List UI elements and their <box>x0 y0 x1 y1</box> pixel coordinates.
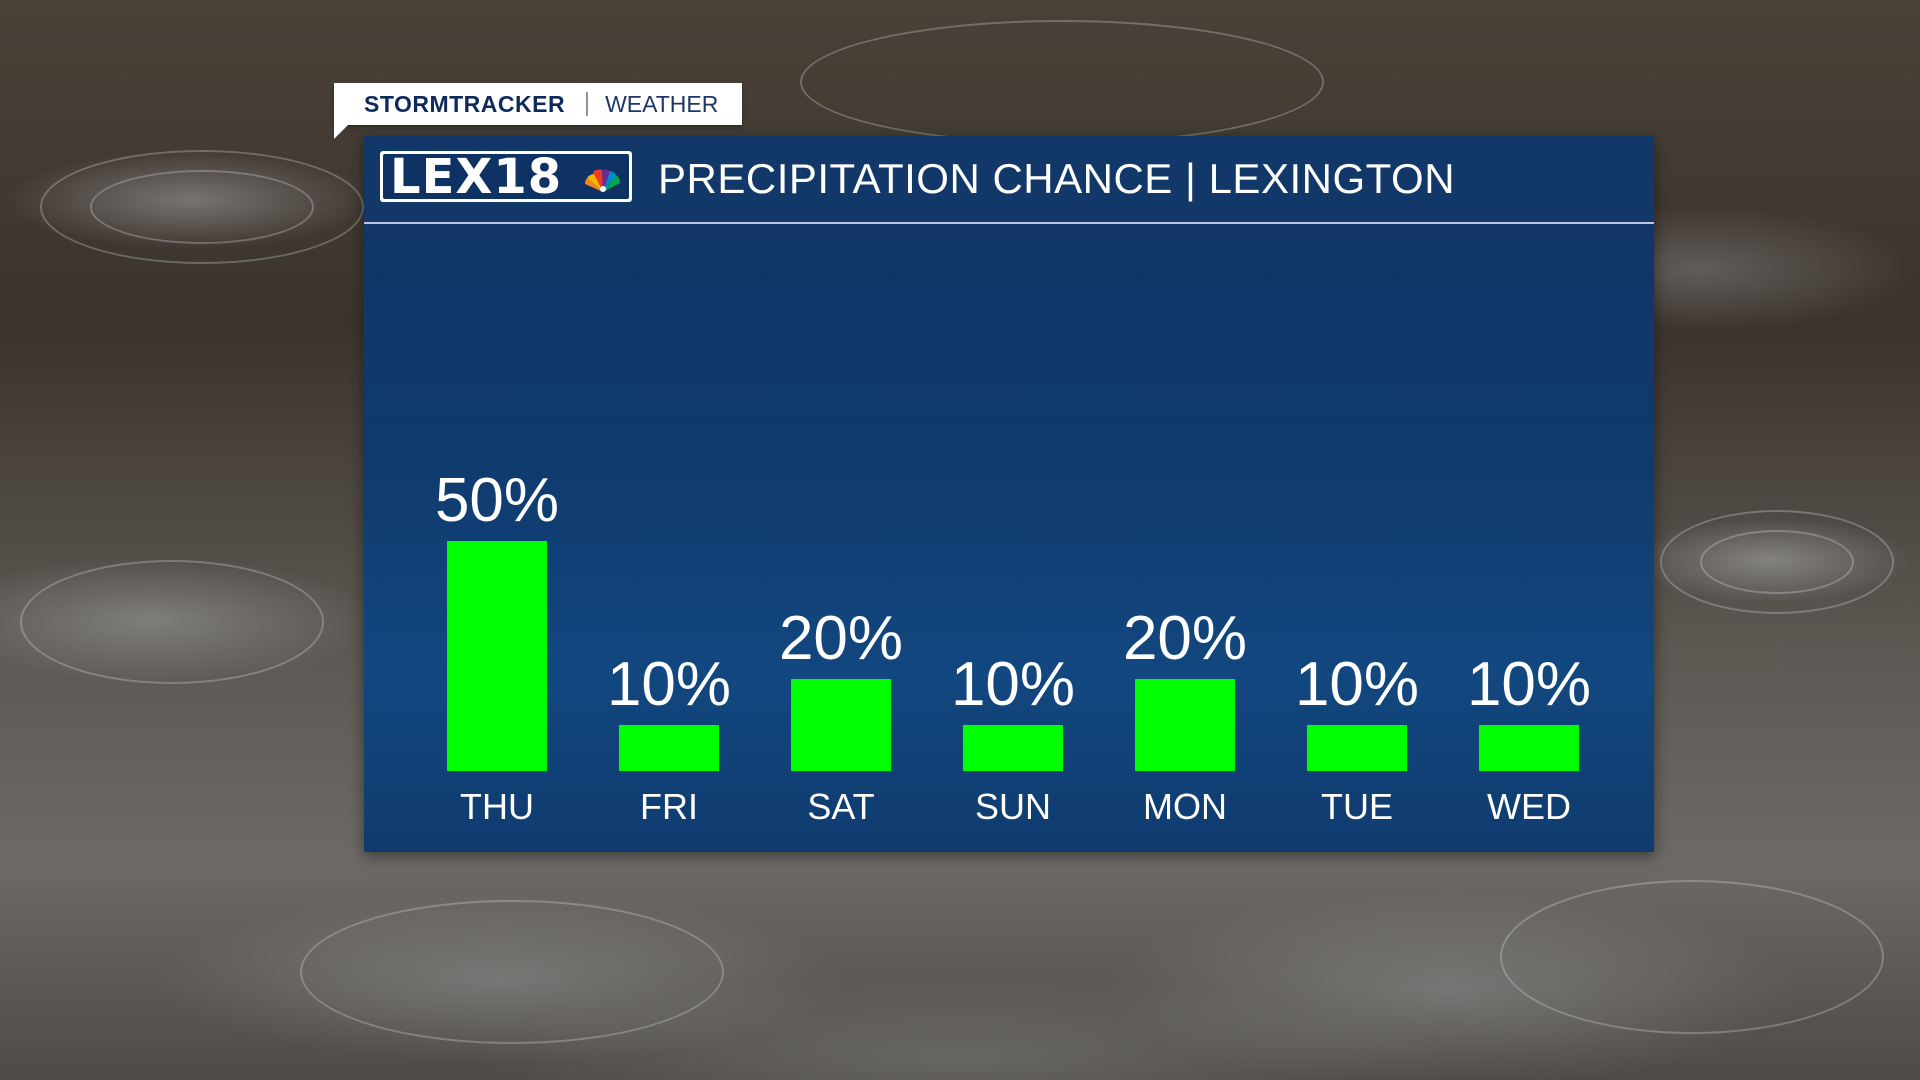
lex18-logo: LEX18 <box>380 151 632 202</box>
chart-title: PRECIPITATION CHANCE | LEXINGTON <box>658 155 1456 202</box>
bar-mon <box>1135 679 1235 771</box>
value-label-tue: 10% <box>1295 650 1419 719</box>
precipitation-chart: 50% THU 10% FRI 20% SAT 10% SUN 20% MON 10% TUE 10% W… <box>364 136 1654 852</box>
ripple-decoration <box>40 150 364 264</box>
day-label-sun: SUN <box>975 786 1051 827</box>
value-label-wed: 10% <box>1467 650 1591 719</box>
ripple-decoration <box>800 20 1324 144</box>
value-label-sun: 10% <box>951 650 1075 719</box>
day-label-sat: SAT <box>807 786 874 827</box>
bar-wed <box>1479 725 1579 771</box>
bar-fri <box>619 725 719 771</box>
bar-tue <box>1307 725 1407 771</box>
ripple-decoration <box>20 560 324 684</box>
weather-section-label: WEATHER <box>605 90 719 117</box>
day-label-tue: TUE <box>1321 786 1393 827</box>
ripple-decoration <box>1500 880 1884 1034</box>
tab-divider <box>586 92 589 116</box>
tab-notch <box>334 125 348 139</box>
bar-sun <box>963 725 1063 771</box>
stormtracker-tab: STORMTRACKER WEATHER <box>334 83 742 125</box>
day-label-mon: MON <box>1143 786 1227 827</box>
value-label-fri: 10% <box>607 650 731 719</box>
ripple-decoration <box>1660 510 1894 614</box>
stormtracker-brand: STORMTRACKER <box>364 90 566 117</box>
bar-sat <box>791 679 891 771</box>
ripple-decoration <box>90 170 314 244</box>
value-label-thu: 50% <box>435 466 559 535</box>
day-label-fri: FRI <box>640 786 698 827</box>
bar-thu <box>447 541 547 771</box>
ripple-decoration <box>1700 530 1854 594</box>
day-label-thu: THU <box>460 786 534 827</box>
forecast-panel: LEX18 PRECIPITATION CHANCE | LEXINGTON <box>364 136 1654 852</box>
chart-svg: 50% THU 10% FRI 20% SAT 10% SUN 20% MON 10% TUE 10% W… <box>435 466 1591 827</box>
nbc-peacock-icon <box>585 169 620 192</box>
day-label-wed: WED <box>1487 786 1571 827</box>
panel-header: LEX18 PRECIPITATION CHANCE | LEXINGTON <box>364 136 1654 224</box>
value-label-mon: 20% <box>1123 604 1247 673</box>
ripple-decoration <box>300 900 724 1044</box>
value-label-sat: 20% <box>779 604 903 673</box>
logo-text: LEX18 <box>390 148 563 205</box>
